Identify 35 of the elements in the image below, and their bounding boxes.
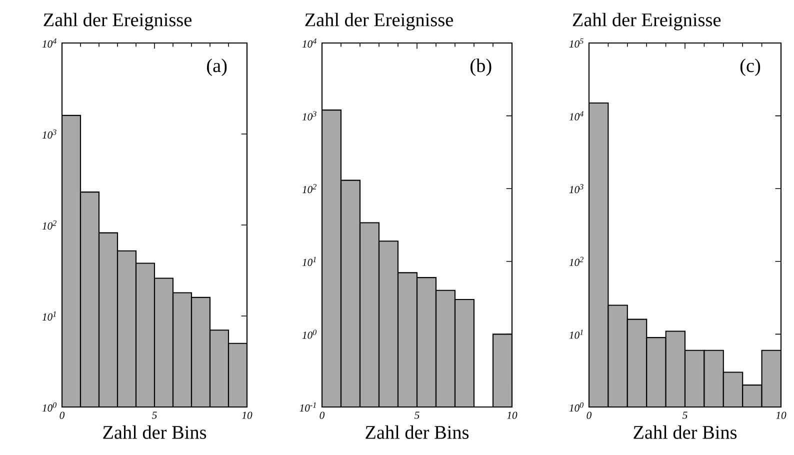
y-axis-title: Zahl der Ereignisse: [305, 12, 453, 30]
y-tick-label: 10$^{0}$: [302, 330, 317, 339]
y-tick-label: 10$^{1}$: [569, 330, 583, 339]
x-tick-label: 5: [682, 412, 688, 419]
x-tick-label: 5: [152, 412, 157, 419]
y-tick-label: 10$^{2}$: [42, 220, 56, 230]
y-tick-label: 10$^{3}$: [302, 111, 316, 120]
y-tick-label: 10$^{1}$: [302, 256, 316, 266]
y-axis-title: Zahl der Ereignisse: [572, 12, 721, 30]
x-tick-label: 0: [320, 412, 325, 419]
y-tick-label: 10$^{4}$: [42, 38, 56, 48]
x-tick-label: 0: [586, 412, 592, 419]
y-tick-label: 10$^{3}$: [569, 184, 584, 194]
x-axis-title: Zahl der Bins: [103, 425, 206, 439]
y-tick-label: 10$^{2}$: [302, 184, 316, 194]
y-tick-label: 10$^{-1}$: [300, 402, 316, 412]
x-axis-title: Zahl der Bins: [366, 425, 469, 439]
y-tick-label: 10$^{3}$: [42, 129, 56, 139]
x-tick-label: 5: [414, 412, 420, 419]
x-tick-label: 10: [507, 412, 518, 419]
x-axis-title: Zahl der Bins: [634, 425, 737, 439]
y-tick-label: 10$^{2}$: [569, 256, 584, 266]
annotation: (b): [470, 58, 492, 76]
annotation: (a): [207, 58, 227, 76]
y-axis-title: Zahl der Ereignisse: [44, 12, 192, 30]
x-tick-label: 10: [776, 412, 786, 419]
y-tick-label: 10$^{0}$: [569, 402, 584, 412]
y-tick-label: 10$^{0}$: [42, 402, 57, 412]
y-tick-label: 10$^{5}$: [569, 38, 584, 48]
x-tick-label: 10: [242, 412, 252, 419]
x-tick-label: 0: [60, 412, 65, 419]
y-tick-label: 10$^{4}$: [569, 111, 584, 120]
y-tick-label: 10$^{1}$: [42, 311, 56, 321]
annotation: (c): [740, 58, 760, 76]
y-tick-label: 10$^{4}$: [302, 38, 316, 48]
